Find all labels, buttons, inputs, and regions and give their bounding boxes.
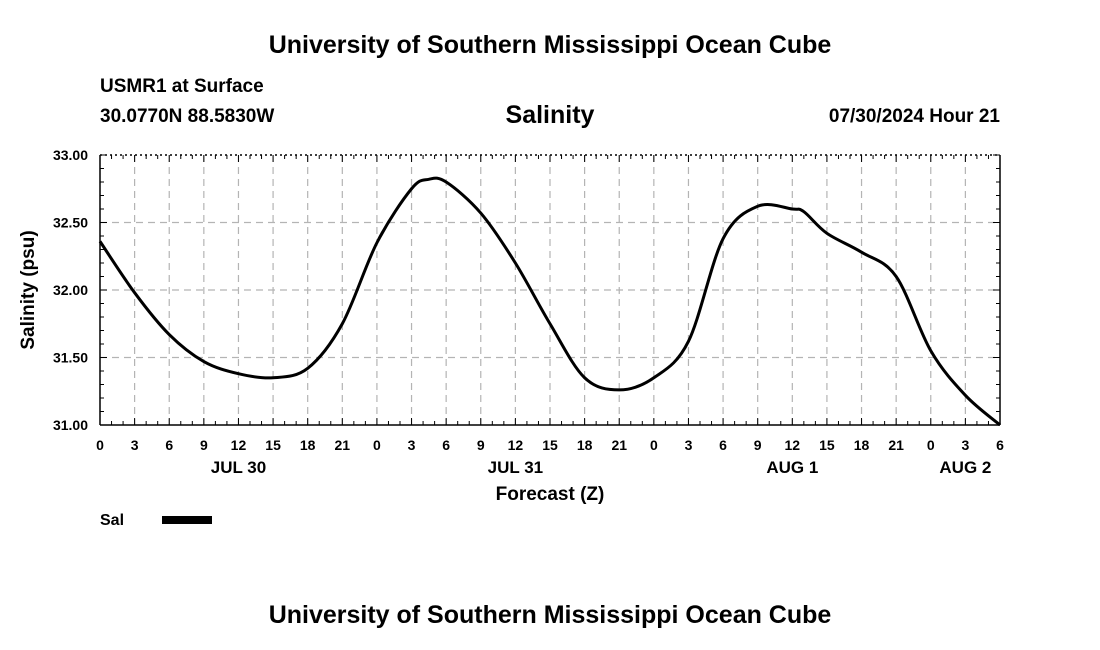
- x-tick-label: 9: [200, 437, 208, 453]
- x-tick-label: 18: [854, 437, 870, 453]
- date-label: AUG 1: [766, 458, 818, 477]
- x-tick-label: 15: [265, 437, 281, 453]
- x-tick-label: 6: [442, 437, 450, 453]
- x-tick-label: 0: [373, 437, 381, 453]
- x-tick-label: 12: [785, 437, 801, 453]
- x-tick-label: 0: [650, 437, 658, 453]
- x-tick-label: 3: [408, 437, 416, 453]
- station-label: USMR1 at Surface: [100, 76, 264, 97]
- forecast-timestamp: 07/30/2024 Hour 21: [828, 106, 1000, 127]
- station-coordinates: 30.0770N 88.5830W: [100, 106, 275, 127]
- x-tick-label: 6: [719, 437, 727, 453]
- x-tick-label: 15: [542, 437, 558, 453]
- y-tick-label: 32.50: [53, 215, 88, 231]
- x-tick-label: 6: [996, 437, 1004, 453]
- y-tick-label: 33.00: [53, 147, 88, 163]
- x-tick-label: 18: [300, 437, 316, 453]
- x-tick-label: 0: [927, 437, 935, 453]
- series-line-sal: [98, 176, 1001, 427]
- x-tick-label: 12: [231, 437, 247, 453]
- x-tick-label: 12: [508, 437, 524, 453]
- date-label: JUL 30: [211, 458, 266, 477]
- x-tick-label: 3: [961, 437, 969, 453]
- x-tick-label: 3: [131, 437, 139, 453]
- x-axis-title: Forecast (Z): [496, 484, 605, 505]
- x-tick-label: 15: [819, 437, 835, 453]
- x-tick-label: 9: [477, 437, 485, 453]
- x-tick-label: 0: [96, 437, 104, 453]
- legend-label: Sal: [100, 512, 124, 529]
- page-title-top: University of Southern Mississippi Ocean…: [268, 31, 832, 59]
- chart-heading: Salinity: [505, 101, 595, 129]
- page-title-bottom: University of Southern Mississippi Ocean…: [268, 601, 832, 629]
- date-label: AUG 2: [939, 458, 991, 477]
- x-tick-label: 21: [611, 437, 627, 453]
- date-label: JUL 31: [488, 458, 543, 477]
- x-tick-label: 6: [165, 437, 173, 453]
- x-tick-label: 21: [888, 437, 904, 453]
- y-tick-label: 31.50: [53, 350, 88, 366]
- x-tick-label: 18: [577, 437, 593, 453]
- x-tick-label: 9: [754, 437, 762, 453]
- x-tick-label: 21: [335, 437, 351, 453]
- y-tick-label: 32.00: [53, 282, 88, 298]
- x-tick-label: 3: [685, 437, 693, 453]
- y-axis-title: Salinity (psu): [18, 230, 39, 349]
- salinity-chart: 0 3 6 9 12 15 18 21 0 3 6 9 12 15 18 21 0 3 6 9 12 15 18 21 0 3 6 3…: [18, 147, 1004, 529]
- y-tick-label: 31.00: [53, 417, 88, 433]
